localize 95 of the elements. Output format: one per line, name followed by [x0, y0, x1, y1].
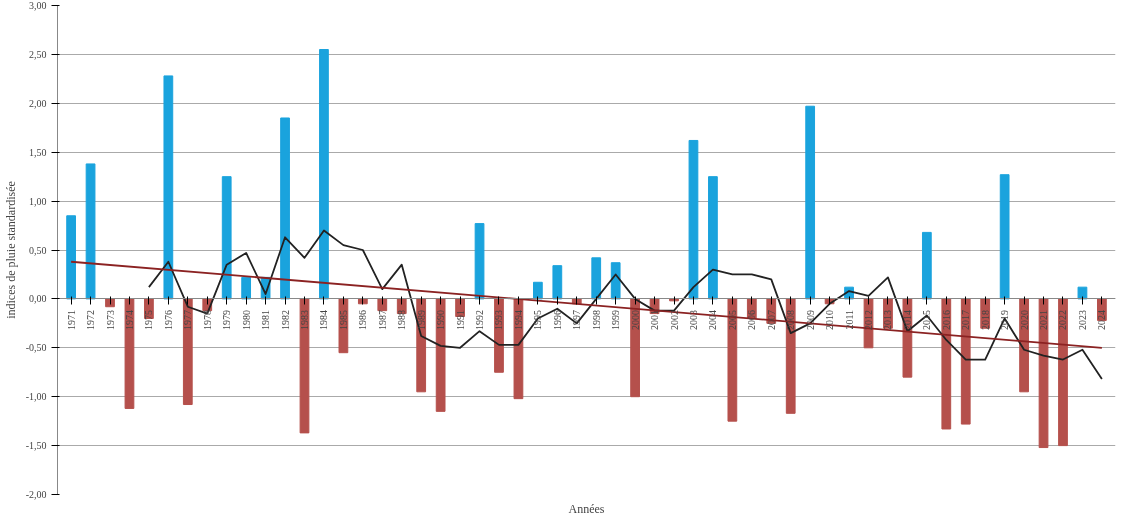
x-tick-label: 1998 [590, 309, 602, 330]
bar [533, 281, 543, 300]
x-tick-label: 2021 [1038, 309, 1050, 330]
bar [124, 298, 135, 409]
y-tick-label: 0,00 [29, 293, 47, 305]
x-tick-label: 1971 [65, 309, 77, 330]
bar [805, 105, 816, 300]
x-tick-label: 1972 [85, 309, 97, 330]
y-tick-label: 1,00 [29, 195, 47, 207]
x-tick-label: 1992 [474, 309, 486, 330]
bar [182, 298, 193, 406]
x-tick-label: 1994 [512, 309, 524, 330]
bar [377, 298, 388, 312]
y-tick-label: 3,00 [29, 0, 47, 11]
x-tick-label: 2012 [863, 309, 874, 330]
bar [66, 215, 76, 300]
x-tick-label: 1988 [396, 309, 408, 330]
x-tick-label: 2002 [668, 309, 680, 330]
x-tick-label: 2003 [687, 309, 699, 330]
x-tick-label: 1997 [571, 309, 583, 330]
x-tick-label: 1984 [318, 309, 330, 330]
x-tick-label: 1993 [493, 309, 505, 330]
bar [863, 298, 874, 349]
y-tick-label: 0,50 [29, 244, 47, 256]
bar [435, 298, 446, 412]
y-tick-label: -2,00 [25, 489, 47, 500]
x-tick-label: 1986 [357, 309, 369, 330]
bar [280, 117, 290, 300]
x-tick-label: 1982 [279, 309, 291, 330]
x-tick-label: 1973 [104, 309, 116, 330]
x-tick-label: 2016 [940, 309, 952, 330]
bar [241, 276, 252, 300]
x-tick-label: 1985 [337, 309, 349, 330]
bar [727, 298, 738, 422]
x-tick-label: 1981 [260, 309, 272, 330]
x-tick-label: 1975 [143, 309, 155, 330]
x-tick-label: 1976 [162, 309, 174, 330]
y-tick-label: -1,50 [25, 440, 47, 452]
bar [319, 49, 329, 300]
x-tick-label: 1999 [610, 309, 622, 330]
bar [1038, 298, 1049, 449]
bar [552, 265, 563, 300]
x-tick-label: 1974 [123, 309, 135, 330]
bar [1058, 298, 1068, 447]
x-tick-label: 1991 [454, 309, 466, 330]
x-tick-label: 2011 [843, 309, 855, 330]
x-tick-label: 2023 [1076, 309, 1088, 330]
y-tick-label: -1,00 [25, 391, 47, 403]
x-tick-label: 1979 [221, 309, 233, 330]
y-tick-label: 2,50 [29, 48, 47, 60]
bar [163, 75, 174, 300]
x-axis-title: Années [568, 501, 605, 516]
x-tick-label: 2009 [804, 309, 816, 330]
x-tick-label: 2007 [765, 309, 777, 330]
bar [474, 223, 485, 300]
bar [299, 298, 310, 434]
bar [921, 231, 932, 300]
x-tick-label: 2000 [629, 309, 641, 330]
x-tick-label: 2008 [785, 309, 797, 330]
bar [941, 298, 952, 430]
x-tick-label: 2020 [1018, 309, 1030, 330]
x-tick-label: 1978 [201, 309, 213, 330]
bar [610, 262, 621, 300]
x-tick-label: 1995 [532, 309, 544, 330]
x-tick-label: 2013 [882, 309, 894, 330]
bar [221, 176, 232, 300]
bar [999, 174, 1010, 300]
x-tick-label: 2004 [707, 309, 719, 330]
x-tick-label: 2001 [649, 309, 661, 330]
y-tick-label: -0,50 [25, 342, 47, 354]
x-tick-label: 1990 [435, 309, 447, 330]
x-tick-label: 1987 [376, 309, 388, 330]
bar [708, 176, 718, 300]
bar [960, 298, 971, 425]
bar [591, 257, 602, 300]
bar [85, 163, 96, 300]
bar [688, 139, 699, 300]
x-tick-label: 2024 [1096, 309, 1108, 330]
x-tick-label: 1977 [182, 309, 194, 330]
x-tick-label: 2018 [979, 309, 991, 330]
x-tick-label: 2017 [960, 309, 972, 330]
bar [1077, 286, 1088, 300]
y-tick-label: 1,50 [29, 146, 47, 158]
x-tick-label: 2022 [1057, 309, 1069, 330]
x-tick-label: 2006 [746, 309, 758, 330]
y-axis-title: indices de pluie standardisée [3, 181, 18, 319]
x-tick-label: 2019 [999, 309, 1011, 330]
y-tick-label: 2,00 [29, 97, 47, 109]
x-tick-label: 2015 [921, 309, 933, 330]
x-tick-label: 1989 [415, 309, 427, 330]
x-tick-label: 1996 [551, 309, 563, 330]
x-tick-label: 2010 [824, 309, 836, 330]
x-tick-label: 1983 [299, 309, 310, 330]
x-tick-label: 1980 [240, 309, 252, 330]
x-tick-label: 2005 [726, 309, 738, 330]
